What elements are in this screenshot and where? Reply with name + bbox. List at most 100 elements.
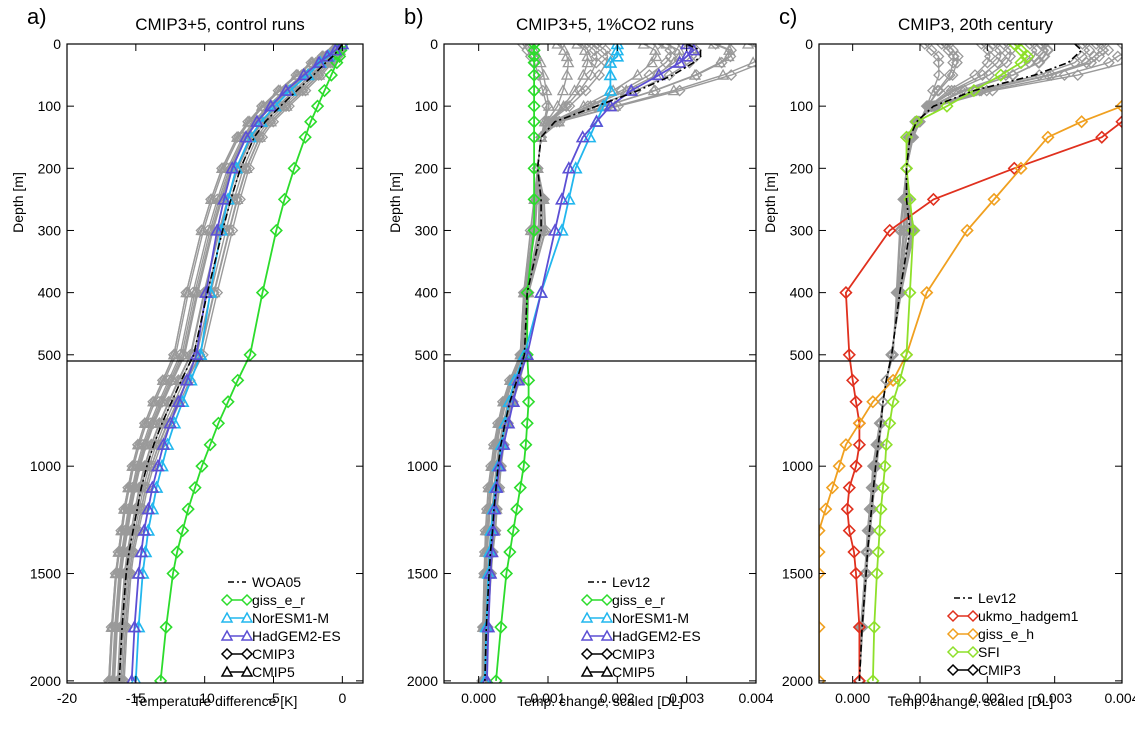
ensemble-marker: [982, 44, 995, 57]
legend: WOA05 giss_e_r NorESM1-M HadGEM2-ES CMIP3 CMI…: [220, 574, 341, 680]
series-marker-giss_e_r: [211, 416, 226, 430]
y-tick-label: 200: [38, 160, 62, 176]
series-marker-SFI: [899, 348, 914, 362]
legend-swatch-marker: [946, 627, 960, 641]
series-marker-ukmo_hadgem1: [852, 674, 867, 683]
series-marker-ukmo_hadgem1: [849, 566, 863, 581]
series-marker-SFI: [866, 674, 880, 683]
x-tick-label: 0.000: [461, 690, 496, 706]
x-tick-label: -10: [195, 690, 215, 706]
series-marker-SFI: [903, 285, 917, 300]
series-marker-ukmo_hadgem1: [849, 395, 863, 409]
ensemble-marker: [942, 44, 955, 57]
ensemble-marker: [645, 56, 659, 68]
legend-swatch-marker: [220, 611, 234, 623]
series-marker-HadGEM2-ES: [672, 55, 687, 68]
y-tick-label: 0: [805, 36, 813, 52]
ensemble-marker: [722, 50, 735, 62]
ensemble-marker: [861, 524, 874, 537]
ensemble-marker: [556, 84, 570, 96]
y-tick-label: 0: [53, 36, 61, 52]
series-marker-giss_e_r: [170, 545, 184, 559]
ensemble-marker: [667, 84, 680, 96]
series-marker-SFI: [883, 416, 897, 430]
ensemble-marker: [568, 84, 581, 96]
ensemble-marker: [492, 416, 505, 428]
series-marker-HadGEM2-ES: [239, 130, 253, 143]
ensemble-marker: [599, 44, 612, 57]
series-marker-ukmo_hadgem1: [849, 459, 863, 473]
ensemble-line: [858, 44, 1091, 681]
y-axis-label: Depth [m]: [387, 172, 403, 233]
legend-item: giss_e_r: [220, 592, 305, 608]
y-tick-label: 200: [790, 160, 814, 176]
series-marker-giss_e_r: [317, 83, 332, 98]
ensemble-marker: [290, 84, 303, 97]
ensemble-line: [858, 44, 1110, 681]
ensemble-marker: [180, 286, 193, 299]
legend-swatch-marker: [240, 647, 254, 661]
ensemble-marker: [138, 416, 151, 428]
series-marker-giss_e_h: [819, 620, 826, 634]
series-marker-HadGEM2-ES: [652, 67, 666, 81]
series-marker-NorESM1-M: [130, 673, 142, 683]
ensemble-marker: [560, 68, 574, 80]
legend-item: CMIP3: [220, 646, 295, 662]
legend-swatch-marker: [220, 647, 234, 661]
series-marker-HadGEM2-ES: [320, 49, 335, 62]
series-marker-giss_e_r: [506, 523, 520, 538]
ensemble-marker: [932, 56, 945, 69]
series-marker-SFI: [1014, 44, 1028, 57]
reference-line: [118, 44, 343, 681]
ensemble-line: [858, 44, 1002, 681]
ensemble-marker: [942, 84, 955, 97]
ensemble-marker: [887, 348, 900, 361]
reference-line: [484, 44, 702, 681]
ensemble-marker: [590, 44, 603, 50]
series-marker-HadGEM2-ES: [156, 437, 171, 450]
series-marker-giss_e_r: [176, 523, 190, 538]
series-marker-HadGEM2-ES: [501, 416, 516, 429]
ensemble-marker: [272, 84, 285, 97]
ensemble-marker: [1088, 50, 1101, 63]
ensemble-marker: [290, 68, 303, 80]
y-tick-label: 100: [38, 98, 62, 114]
series-marker-HadGEM2-ES: [151, 459, 165, 472]
ensemble-marker: [593, 69, 606, 81]
ensemble-marker: [673, 50, 686, 62]
y-tick-label: 0: [430, 36, 438, 52]
legend-swatch-marker: [966, 609, 980, 623]
x-tick-label: -15: [126, 690, 146, 706]
ensemble-line: [858, 44, 1122, 681]
ensemble-marker: [131, 438, 144, 451]
series-marker-NorESM1-M: [596, 99, 611, 112]
ensemble-marker: [1030, 44, 1043, 57]
series-marker-SFI: [899, 130, 914, 144]
ensemble-marker: [104, 674, 114, 683]
y-tick-label: 1500: [782, 566, 813, 582]
ensemble-marker: [664, 44, 677, 57]
series-marker-HadGEM2-ES: [279, 83, 293, 96]
series-marker-HadGEM2-ES: [603, 99, 618, 112]
series-marker-giss_e_r: [527, 99, 541, 113]
ensemble-marker: [290, 69, 303, 81]
y-tick-label: 300: [415, 222, 439, 238]
series-marker-HadGEM2-ES: [481, 620, 496, 633]
y-tick-label: 1000: [407, 458, 438, 474]
series-marker-giss_e_h: [839, 438, 853, 452]
series-marker-SFI: [867, 620, 881, 634]
series-marker-ukmo_hadgem1: [839, 285, 853, 300]
ensemble-marker: [180, 286, 193, 298]
ensemble-marker: [865, 481, 878, 494]
x-tick-label: 0.003: [1037, 690, 1072, 706]
legend-swatch-marker: [580, 647, 594, 661]
ensemble-marker: [860, 546, 873, 558]
series-marker-HadGEM2-ES: [483, 566, 498, 579]
series-marker-HadGEM2-ES: [179, 373, 194, 386]
ensemble-marker: [122, 481, 135, 494]
series-marker-giss_e_h: [1115, 99, 1122, 113]
series-marker-giss_e_r: [517, 459, 531, 473]
reference-line: [858, 44, 1083, 681]
legend-item: NorESM1-M: [220, 610, 329, 626]
x-axis-label: Temperature difference [K]: [133, 693, 298, 709]
